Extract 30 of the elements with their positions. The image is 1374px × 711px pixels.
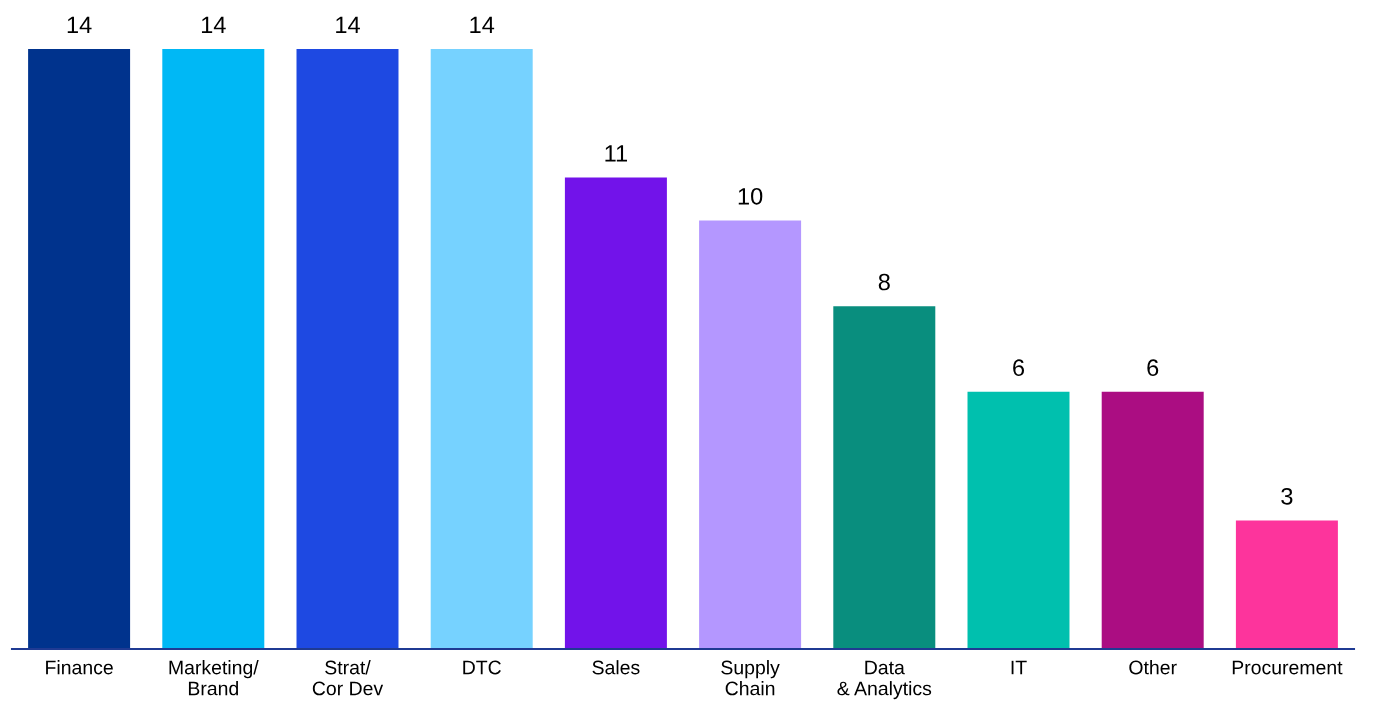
x-tick-label: Marketing/ Brand bbox=[169, 660, 259, 696]
bar bbox=[28, 49, 131, 649]
x-tick-label: Sales bbox=[592, 660, 640, 675]
bar bbox=[1101, 391, 1204, 649]
x-tick-label: Strat/ Cor Dev bbox=[312, 660, 384, 696]
bar bbox=[1235, 520, 1338, 649]
bar bbox=[430, 49, 533, 649]
x-tick-label: DTC bbox=[463, 660, 501, 675]
data-label: 6 bbox=[1147, 359, 1159, 377]
bar bbox=[833, 306, 936, 649]
data-label: 14 bbox=[470, 16, 495, 33]
x-tick-label: Supply Chain bbox=[721, 660, 780, 696]
x-tick-label: Other bbox=[1129, 660, 1177, 675]
data-label: 10 bbox=[738, 187, 763, 205]
x-tick-label: IT bbox=[1011, 660, 1027, 675]
bar bbox=[564, 177, 667, 649]
data-label: 3 bbox=[1281, 487, 1293, 505]
data-label: 14 bbox=[67, 16, 92, 33]
data-label: 14 bbox=[336, 16, 360, 33]
data-label: 6 bbox=[1013, 359, 1025, 377]
bar bbox=[296, 49, 399, 649]
bar bbox=[699, 220, 802, 649]
bar bbox=[162, 49, 265, 649]
x-tick-label: Finance bbox=[46, 660, 113, 675]
x-tick-label: Procurement bbox=[1232, 660, 1343, 675]
data-label: 14 bbox=[201, 16, 226, 33]
x-tick-label: Data & Analytics bbox=[837, 660, 932, 700]
bar bbox=[967, 391, 1070, 649]
data-label: 8 bbox=[878, 273, 890, 291]
data-label: 11 bbox=[605, 145, 628, 162]
